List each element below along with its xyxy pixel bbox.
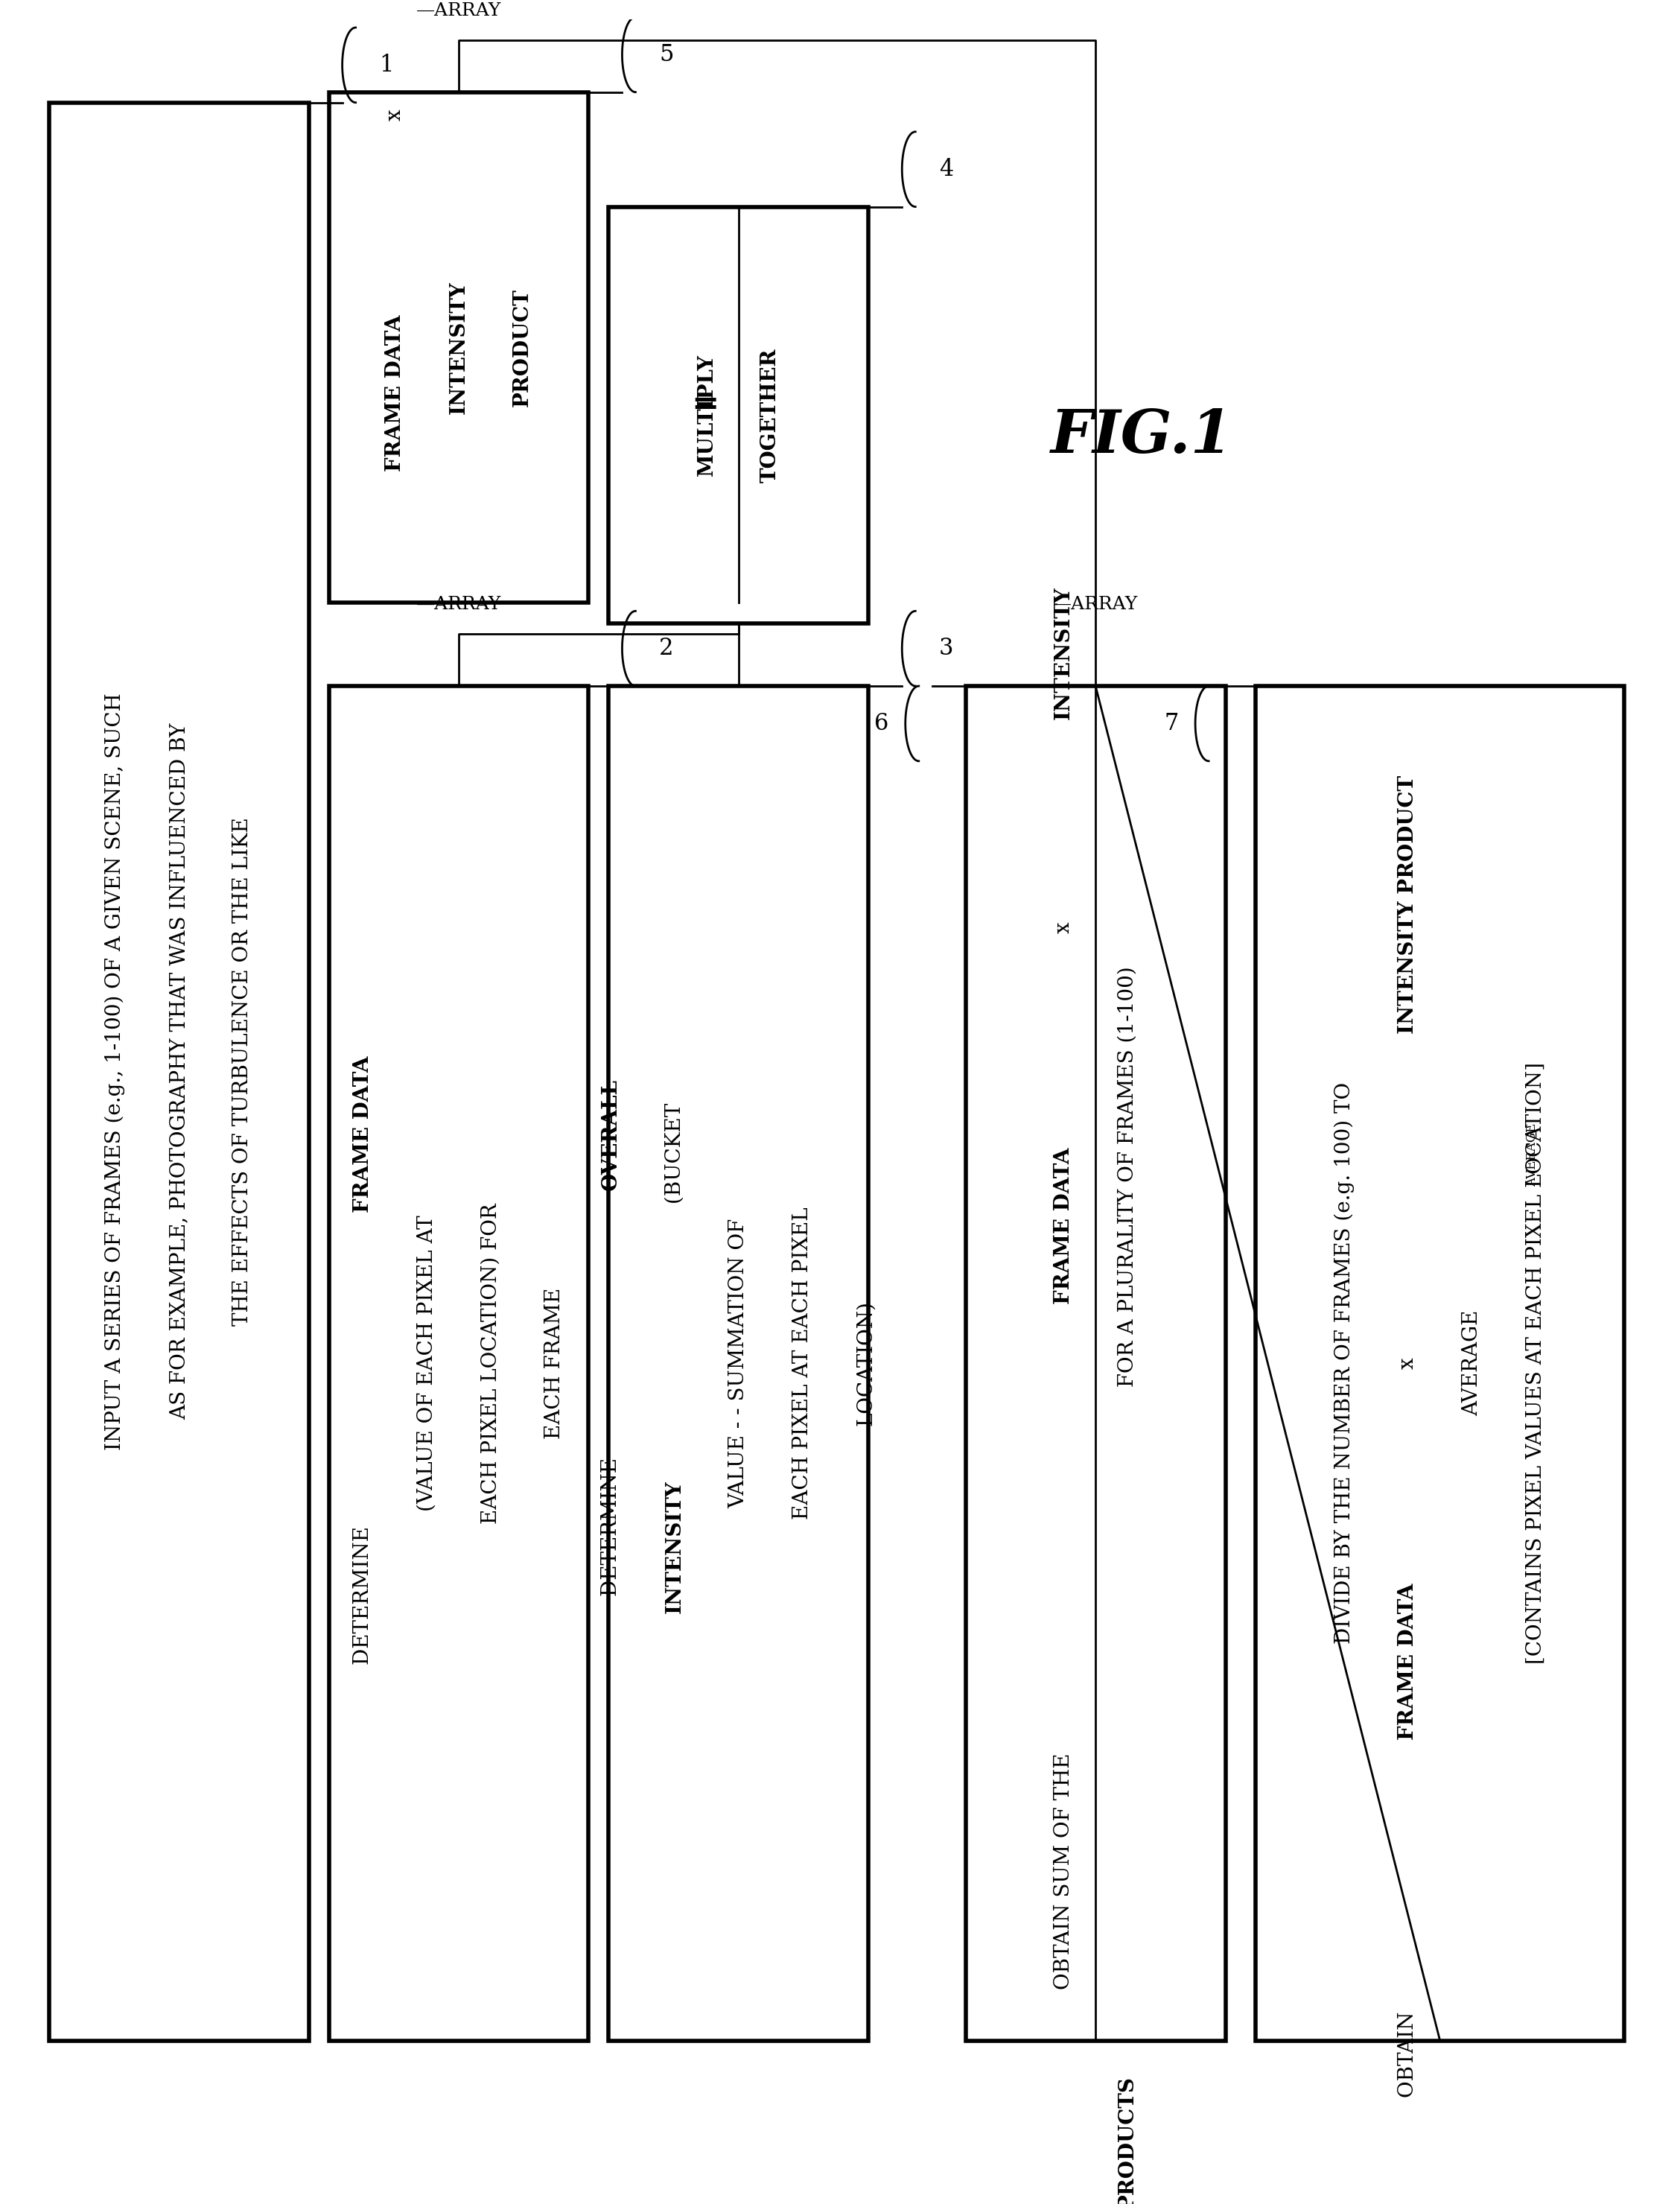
Text: EACH FRAME: EACH FRAME — [544, 1287, 564, 1439]
Text: DETERMINE: DETERMINE — [601, 1450, 622, 1596]
Text: 2: 2 — [659, 637, 674, 659]
FancyBboxPatch shape — [608, 207, 869, 624]
Text: —ARRAY: —ARRAY — [417, 2, 501, 20]
Text: FRAME DATA: FRAME DATA — [1053, 1148, 1074, 1305]
Text: (BUCKET: (BUCKET — [665, 1104, 685, 1210]
Text: 7: 7 — [1164, 712, 1179, 736]
Text: AVERAGE: AVERAGE — [1525, 1124, 1539, 1186]
Text: FRAME DATA: FRAME DATA — [1398, 1582, 1418, 1739]
Text: EACH PIXEL AT EACH PIXEL: EACH PIXEL AT EACH PIXEL — [793, 1208, 813, 1519]
Text: —ARRAY: —ARRAY — [417, 595, 501, 613]
FancyBboxPatch shape — [608, 685, 869, 2041]
Text: FRAME DATA: FRAME DATA — [353, 1056, 373, 1212]
Text: DETERMINE: DETERMINE — [353, 1521, 373, 1664]
Text: FIG.1: FIG.1 — [1050, 408, 1233, 465]
Text: FRAME DATA: FRAME DATA — [385, 315, 405, 472]
Text: =: = — [690, 388, 719, 421]
Text: 5: 5 — [659, 44, 674, 66]
Text: INTENSITY: INTENSITY — [1053, 586, 1074, 719]
Text: INTENSITY PRODUCT: INTENSITY PRODUCT — [1398, 776, 1418, 1034]
Text: VALUE - - SUMMATION OF: VALUE - - SUMMATION OF — [729, 1219, 749, 1508]
Text: AS FOR EXAMPLE, PHOTOGRAPHY THAT WAS INFLUENCED BY: AS FOR EXAMPLE, PHOTOGRAPHY THAT WAS INF… — [168, 723, 188, 1419]
Text: MULTIPLY: MULTIPLY — [697, 355, 717, 476]
Text: OBTAIN: OBTAIN — [1398, 2006, 1418, 2098]
Text: INTENSITY: INTENSITY — [665, 1481, 685, 1613]
Text: PRODUCT: PRODUCT — [512, 289, 533, 406]
Text: AVERAGE: AVERAGE — [1462, 1309, 1482, 1417]
FancyBboxPatch shape — [49, 104, 309, 2041]
Text: EACH PIXEL LOCATION) FOR: EACH PIXEL LOCATION) FOR — [480, 1203, 501, 1523]
Text: 4: 4 — [939, 159, 953, 181]
FancyBboxPatch shape — [1255, 685, 1625, 2041]
Text: x: x — [1053, 915, 1074, 941]
Text: OBTAIN SUM OF THE: OBTAIN SUM OF THE — [1053, 1746, 1074, 1990]
FancyBboxPatch shape — [329, 93, 588, 602]
Text: —ARRAY: —ARRAY — [1053, 595, 1137, 613]
FancyBboxPatch shape — [966, 685, 1225, 2041]
Text: INTENSITY: INTENSITY — [449, 280, 469, 414]
FancyBboxPatch shape — [329, 685, 588, 2041]
Text: (VALUE OF EACH PIXEL AT: (VALUE OF EACH PIXEL AT — [417, 1214, 437, 1512]
Text: PRODUCTS: PRODUCTS — [1117, 2076, 1137, 2204]
Text: THE EFFECTS OF TURBULENCE OR THE LIKE: THE EFFECTS OF TURBULENCE OR THE LIKE — [232, 818, 252, 1327]
Text: x: x — [385, 108, 405, 128]
Text: 1: 1 — [380, 53, 393, 77]
Text: [CONTAINS PIXEL VALUES AT EACH PIXEL LOCATION]: [CONTAINS PIXEL VALUES AT EACH PIXEL LOC… — [1525, 1062, 1546, 1664]
Text: OVERALL: OVERALL — [601, 1078, 622, 1190]
Text: FOR A PLURALITY OF FRAMES (1-100): FOR A PLURALITY OF FRAMES (1-100) — [1117, 965, 1137, 1393]
Text: x: x — [1398, 1351, 1418, 1375]
Text: LOCATION): LOCATION) — [855, 1300, 875, 1426]
Text: 3: 3 — [939, 637, 953, 659]
Text: DIVIDE BY THE NUMBER OF FRAMES (e.g. 100) TO: DIVIDE BY THE NUMBER OF FRAMES (e.g. 100… — [1334, 1082, 1354, 1644]
Text: 6: 6 — [874, 712, 889, 736]
Text: TOGETHER: TOGETHER — [761, 348, 781, 483]
Text: INPUT A SERIES OF FRAMES (e.g., 1-100) OF A GIVEN SCENE, SUCH: INPUT A SERIES OF FRAMES (e.g., 1-100) O… — [106, 692, 126, 1450]
